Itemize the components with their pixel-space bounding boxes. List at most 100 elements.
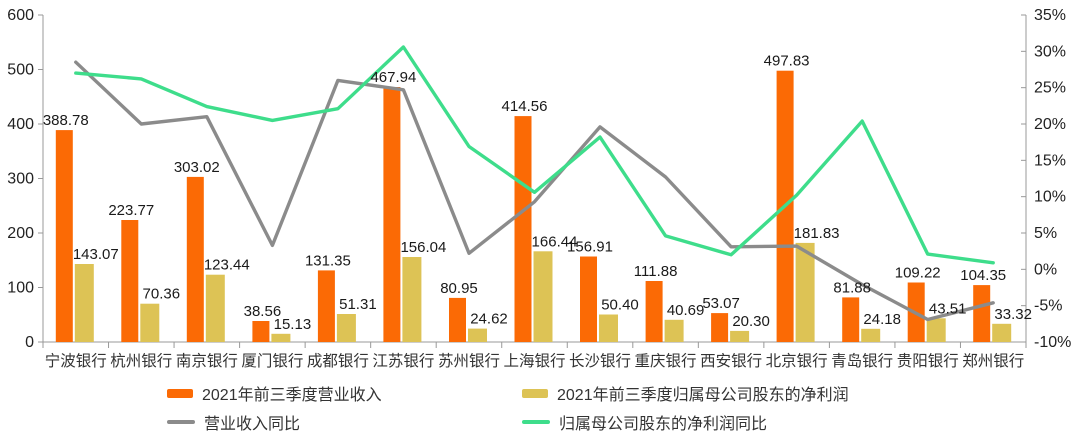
bar-value-label: 223.77 [108, 202, 154, 219]
bar-profit [533, 251, 553, 342]
revenue-yoy-line-swatch [167, 420, 195, 424]
bar-profit [271, 333, 291, 342]
bar-value-label: 38.56 [244, 303, 282, 320]
bar-value-label: 51.31 [339, 296, 377, 313]
bar-value-label: 24.18 [863, 311, 901, 328]
bar-value-label: 143.07 [73, 246, 119, 263]
category-label: 厦门银行 [241, 352, 303, 370]
bar-value-label: 80.95 [440, 280, 478, 297]
bar-revenue [645, 281, 663, 342]
svg-text:5%: 5% [1034, 225, 1057, 242]
svg-text:20%: 20% [1034, 116, 1066, 133]
bar-value-label: 104.35 [960, 267, 1006, 284]
bar-profit [205, 274, 225, 342]
category-label: 郑州银行 [962, 352, 1024, 370]
bar-value-label: 33.32 [994, 306, 1032, 323]
x-axis: 宁波银行 杭州银行 南京银行 厦门银行 成都银行 江苏银行 苏州银行 上海银行 长沙银行 重庆银行… [42, 341, 1027, 370]
legend-label-revenue: 2021年前三季度营业收入 [202, 387, 382, 404]
bar-value-label: 15.13 [274, 316, 312, 333]
category-label: 江苏银行 [372, 352, 434, 370]
bar-value-label: 43.51 [929, 300, 967, 317]
bar-revenue [186, 176, 204, 342]
legend-item-net-profit[interactable]: 2021年前三季度归属母公司股东的净利润 [522, 384, 849, 404]
profit-yoy-line [74, 45, 995, 265]
legend-label-net-profit-yoy: 归属母公司股东的净利润同比 [559, 416, 768, 433]
svg-text:500: 500 [7, 62, 34, 79]
bar-profit-series [74, 242, 1012, 342]
bar-value-label: 40.69 [667, 302, 705, 319]
category-label: 宁波银行 [45, 352, 107, 370]
value-labels: 388.78 223.77 303.02 38.56 131.35 467.94 80.95… [43, 53, 1032, 333]
bar-profit [336, 314, 356, 342]
bar-profit [402, 257, 422, 342]
bar-value-label: 24.62 [470, 311, 508, 328]
net-profit-bar-swatch [522, 388, 548, 398]
bar-value-label: 303.02 [174, 159, 220, 176]
svg-text:200: 200 [7, 225, 34, 242]
bar-value-label: 53.07 [702, 295, 740, 312]
bar-value-label: 156.91 [567, 239, 613, 256]
bar-value-label: 131.35 [305, 252, 351, 269]
bar-profit [926, 318, 946, 342]
svg-text:600: 600 [7, 7, 34, 24]
svg-text:35%: 35% [1034, 7, 1066, 24]
svg-text:400: 400 [7, 116, 34, 133]
bar-value-label: 497.83 [764, 53, 810, 70]
legend-label-net-profit: 2021年前三季度归属母公司股东的净利润 [557, 387, 849, 404]
bar-value-label: 111.88 [634, 263, 678, 280]
svg-text:0: 0 [25, 334, 34, 351]
legend-item-revenue-yoy[interactable]: 营业收入同比 [167, 413, 301, 433]
bar-profit [730, 330, 750, 342]
bar-revenue [383, 87, 401, 342]
bar-revenue [580, 256, 597, 342]
bar-revenue [973, 285, 991, 342]
bar-profit [140, 303, 160, 342]
bar-profit [468, 328, 487, 342]
category-label: 杭州银行 [110, 352, 172, 370]
bar-revenue [121, 220, 139, 342]
svg-text:-5%: -5% [1034, 298, 1062, 315]
revenue-yoy-line [74, 60, 995, 322]
bar-value-label: 156.04 [400, 239, 446, 256]
right-axis: -10% -5% 0% 5% 10% 15% 20% 25% 30% 35% [1021, 7, 1071, 351]
bar-value-label: 81.88 [833, 279, 871, 296]
bar-value-label: 414.56 [502, 98, 548, 115]
category-label: 重庆银行 [635, 352, 697, 370]
category-label: 上海银行 [503, 352, 565, 370]
bar-profit [74, 264, 94, 342]
category-label: 青岛银行 [831, 352, 893, 370]
bar-revenue [252, 321, 270, 342]
bar-revenue-series [55, 70, 991, 342]
bar-revenue [449, 297, 466, 342]
svg-text:300: 300 [7, 171, 34, 188]
bar-value-label: 388.78 [43, 112, 89, 129]
bar-revenue [514, 116, 532, 342]
bar-value-label: 20.30 [732, 313, 770, 330]
svg-text:0%: 0% [1034, 261, 1057, 278]
left-axis: 0 100 200 300 400 500 600 [7, 7, 44, 351]
bar-value-label: 123.44 [204, 257, 250, 274]
category-label: 南京银行 [176, 352, 238, 370]
svg-text:100: 100 [7, 280, 34, 297]
bar-profit [795, 242, 815, 342]
net-profit-yoy-line-swatch [522, 420, 550, 424]
category-label: 成都银行 [307, 352, 369, 370]
bar-value-label: 109.22 [895, 265, 941, 282]
bar-value-label: 166.44 [532, 233, 578, 250]
bar-revenue [317, 270, 335, 342]
legend-item-revenue[interactable]: 2021年前三季度营业收入 [167, 384, 382, 404]
svg-text:-10%: -10% [1034, 334, 1071, 351]
bar-profit [861, 328, 881, 342]
legend-label-revenue-yoy: 营业收入同比 [204, 416, 301, 433]
bar-profit [664, 319, 684, 342]
bar-revenue [55, 130, 73, 342]
category-label: 西安银行 [700, 352, 762, 370]
revenue-bar-swatch [167, 388, 193, 398]
legend-item-net-profit-yoy[interactable]: 归属母公司股东的净利润同比 [522, 413, 768, 433]
category-label: 苏州银行 [438, 352, 500, 370]
bar-value-label: 467.94 [370, 69, 416, 86]
svg-text:15%: 15% [1034, 152, 1066, 169]
bar-profit [599, 314, 618, 342]
